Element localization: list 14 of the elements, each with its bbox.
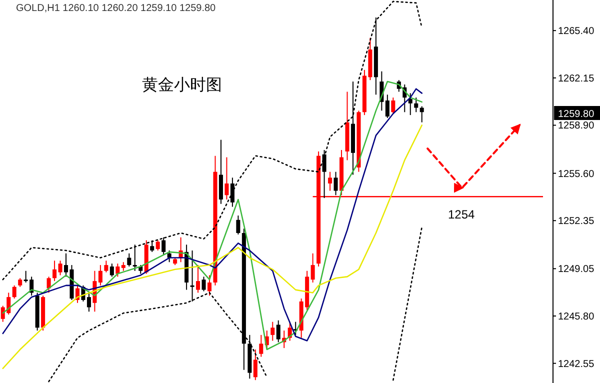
annotation: 黄金小时图: [142, 76, 222, 94]
ref-line-label: 1254: [448, 208, 476, 222]
y-tick-label: 1265.40: [558, 26, 595, 38]
y-tick-label: 1242.55: [558, 358, 595, 370]
y-tick-label: 1258.90: [558, 120, 595, 132]
line-series: [2, 0, 423, 280]
y-tick-label: 1262.15: [558, 73, 595, 84]
y-tick-label: 1252.35: [558, 216, 595, 228]
y-tick-label: 1245.80: [558, 312, 595, 323]
chart-title: GOLD,H1 1260.10 1260.20 1259.10 1259.80: [16, 3, 216, 14]
line-series: [2, 124, 423, 370]
y-tick-label: 1249.05: [558, 264, 595, 276]
text: 1259.80: [558, 109, 595, 120]
y-tick-label: 1255.60: [558, 168, 595, 180]
